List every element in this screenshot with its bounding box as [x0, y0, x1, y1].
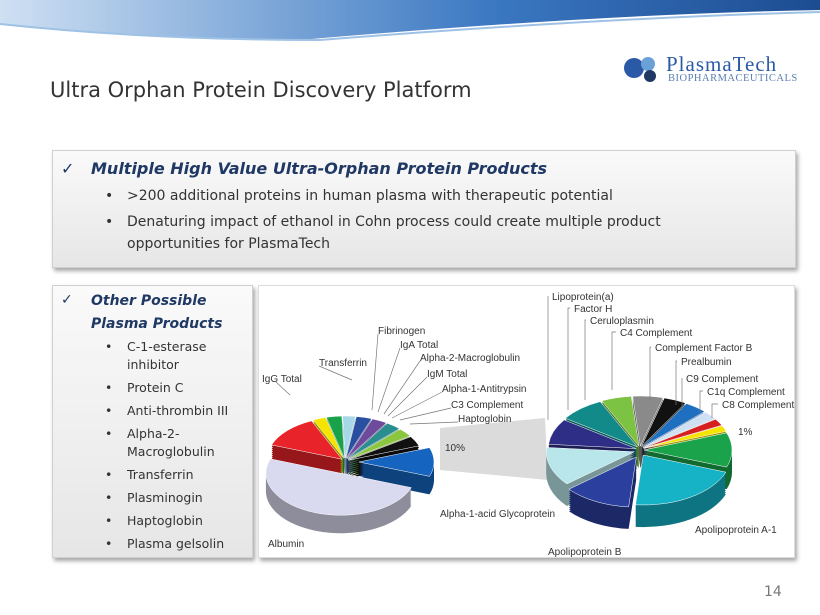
- figure-label: IgA Total: [400, 340, 438, 351]
- leader-line: [611, 331, 616, 390]
- pie-slice: [643, 418, 723, 449]
- pie-slice: [358, 447, 435, 477]
- figure-label: Albumin: [268, 539, 304, 550]
- figure-label: Apolipoprotein A-1: [695, 525, 777, 536]
- check: ✓: [61, 292, 73, 308]
- leader-line: [699, 390, 703, 412]
- pie-slice: [265, 458, 412, 516]
- check: ✓: [61, 159, 75, 178]
- pie-slice: [564, 401, 638, 448]
- connector: [440, 418, 548, 480]
- leader-line: [383, 360, 421, 415]
- figure-label: Complement Factor B: [655, 343, 753, 354]
- leader-line: [399, 407, 452, 421]
- leader-line: [318, 365, 353, 381]
- pie-slice: [601, 396, 640, 448]
- figure-label: 10%: [445, 443, 465, 454]
- pie-slice: [643, 432, 733, 468]
- bullet: Alpha-2-Macroglobulin: [105, 425, 245, 461]
- pie-slice: [342, 415, 356, 459]
- figure-label: Apolipoprotein B: [548, 547, 622, 558]
- leader-line: [275, 381, 291, 396]
- figure-label: C1q Complement: [707, 387, 785, 398]
- pie-slice: [347, 428, 411, 460]
- leader-line: [409, 421, 459, 425]
- bullet: Denaturing impact of ethanol in Cohn pro…: [105, 211, 745, 255]
- pie-slice: [548, 419, 637, 449]
- pie-slice: [642, 403, 706, 448]
- pie-slice: [345, 416, 373, 459]
- pie-slice: [642, 411, 716, 448]
- figure-label: C9 Complement: [686, 374, 758, 385]
- figure-label: IgG Total: [262, 374, 302, 385]
- pie-slice: [643, 425, 727, 449]
- figure-label: Alpha-1-acid Glycoprotein: [440, 509, 555, 520]
- pie-slice: [635, 454, 727, 506]
- logo-sub: BIOPHARMACEUTICALS: [668, 73, 798, 84]
- figure-label: C3 Complement: [451, 400, 523, 411]
- figure-label: C4 Complement: [620, 328, 692, 339]
- pie-slice: [346, 418, 387, 459]
- figure-label: 1%: [738, 427, 753, 438]
- bullet: Protein C: [105, 379, 245, 397]
- pie-slice: [632, 395, 664, 447]
- leader-line: [711, 403, 718, 418]
- box-main: ✓ Multiple High Value Ultra-Orphan Prote…: [52, 150, 796, 268]
- logo-name: PlasmaTech: [666, 52, 778, 76]
- figure-label: Haptoglobin: [458, 414, 511, 425]
- bullet: Transferrin: [105, 466, 245, 484]
- bullet: Anti-thrombin III: [105, 402, 245, 420]
- header-swoosh: [0, 0, 820, 42]
- pie-slice: [271, 420, 343, 460]
- figure-label: C8 Complement: [722, 400, 794, 411]
- leader-line: [387, 376, 428, 417]
- logo-icon: [624, 57, 656, 82]
- pie-slice: [348, 436, 420, 461]
- pie-slice: [312, 417, 344, 459]
- bullet: C-1-esterase inhibitor: [105, 338, 245, 374]
- pie-slice: [546, 447, 635, 485]
- leader-line: [377, 347, 401, 413]
- bullet: Plasma gelsolin: [105, 535, 245, 553]
- slide-title: Ultra Orphan Protein Discovery Platform: [50, 78, 472, 102]
- leader-line: [371, 333, 379, 411]
- bullet: >200 additional proteins in human plasma…: [105, 185, 745, 207]
- pie-slice: [641, 397, 686, 447]
- figure-label: IgM Total: [427, 369, 467, 380]
- figure-label: Ceruloplasmin: [590, 316, 654, 327]
- figure-label: Lipoprotein(a): [552, 292, 614, 303]
- pie-slice: [347, 422, 401, 460]
- box-heading: Multiple High Value Ultra-Orphan Protein…: [91, 159, 548, 178]
- figure-label: Transferrin: [319, 358, 367, 369]
- box-side: ✓ Other Possible Plasma Products C-1-est…: [52, 285, 253, 558]
- leader-line: [567, 307, 570, 410]
- figure-label: Alpha-1-Antitrypsin: [442, 384, 526, 395]
- bullet-list: C-1-esterase inhibitor Protein C Anti-thro…: [105, 338, 245, 558]
- page-number: 14: [764, 584, 782, 600]
- figure-label: Fibrinogen: [378, 326, 425, 337]
- leader-line: [649, 346, 651, 400]
- bullet: Haptoglobin: [105, 512, 245, 530]
- leader-line: [391, 391, 443, 419]
- bullet-list: >200 additional proteins in human plasma…: [105, 185, 745, 255]
- figure-label: Factor H: [574, 304, 612, 315]
- figure-label: Alpha-2-Macroglobulin: [420, 353, 520, 364]
- leader-line: [584, 319, 586, 400]
- figure-label: Prealbumin: [681, 357, 732, 368]
- pie-slice: [325, 415, 345, 459]
- box-heading: Other Possible Plasma Products: [91, 293, 223, 332]
- bullet: Plasminogin: [105, 489, 245, 507]
- pie-slice: [568, 456, 637, 508]
- leader-line: [675, 360, 677, 405]
